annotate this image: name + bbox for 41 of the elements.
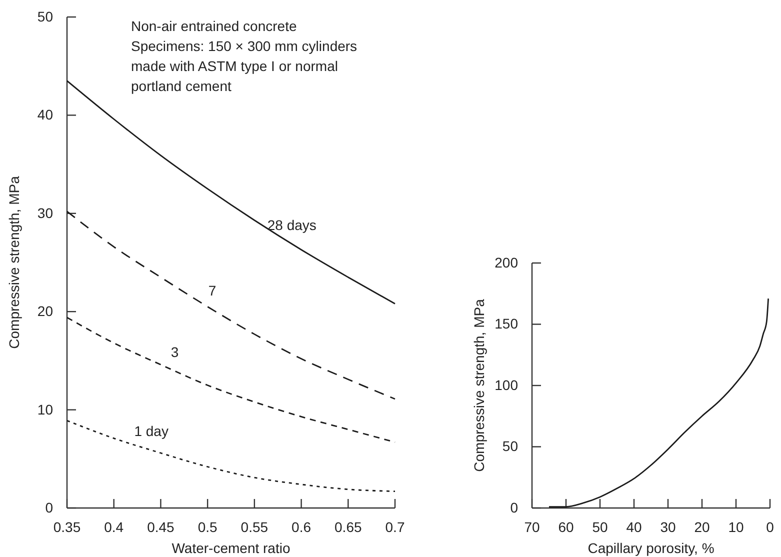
x-tick-label: 0.4 bbox=[104, 518, 124, 535]
x-tick-label: 70 bbox=[524, 518, 540, 535]
y-tick-label: 0 bbox=[45, 499, 54, 516]
series-label: 7 bbox=[208, 282, 216, 298]
x-tick-label: 50 bbox=[592, 518, 608, 535]
x-axis-title: Capillary porosity, % bbox=[588, 540, 714, 556]
y-tick-label: 200 bbox=[494, 254, 518, 270]
x-tick-label: 0.35 bbox=[53, 518, 81, 535]
x-tick-label: 30 bbox=[660, 518, 676, 535]
x-tick-label: 0.6 bbox=[292, 518, 312, 535]
series-label: 3 bbox=[170, 344, 179, 360]
y-tick-label: 100 bbox=[494, 376, 518, 393]
line-series bbox=[66, 80, 396, 304]
y-tick-label: 150 bbox=[494, 316, 518, 332]
y-tick-label: 10 bbox=[37, 401, 54, 418]
x-tick-label: 0.7 bbox=[385, 518, 405, 535]
x-tick-label: 20 bbox=[694, 518, 710, 535]
x-tick-label: 0.45 bbox=[147, 518, 175, 535]
x-tick-label: 0.5 bbox=[198, 518, 218, 535]
series-label: 28 days bbox=[267, 216, 316, 233]
series-label: 1 day bbox=[134, 423, 168, 440]
annotation: Non-air entrained concrete Specimens: 150 × 300 mm cylinders made with ASTM type I or normal portland cement bbox=[131, 18, 358, 94]
y-tick-label: 20 bbox=[37, 303, 54, 320]
line-series bbox=[548, 298, 769, 508]
x-tick-label: 0.65 bbox=[334, 518, 362, 535]
x-tick-label: 40 bbox=[626, 518, 642, 535]
x-tick-label: 60 bbox=[558, 518, 574, 535]
y-axis-title: Compressive strength, MPa bbox=[6, 176, 22, 349]
line-series bbox=[66, 316, 396, 443]
x-tick-label: 0.55 bbox=[240, 518, 268, 535]
y-axis-title: Compressive strength, MPa bbox=[471, 298, 487, 472]
x-tick-label: 0 bbox=[766, 518, 774, 535]
line-series bbox=[66, 420, 396, 492]
y-tick-label: 40 bbox=[37, 106, 54, 123]
y-tick-label: 30 bbox=[37, 204, 54, 221]
y-tick-label: 50 bbox=[37, 8, 54, 24]
y-tick-label: 0 bbox=[510, 499, 518, 516]
x-axis-title: Water-cement ratio bbox=[172, 540, 290, 556]
line-series bbox=[66, 210, 396, 400]
y-tick-label: 50 bbox=[502, 438, 518, 454]
x-tick-label: 10 bbox=[728, 518, 744, 535]
